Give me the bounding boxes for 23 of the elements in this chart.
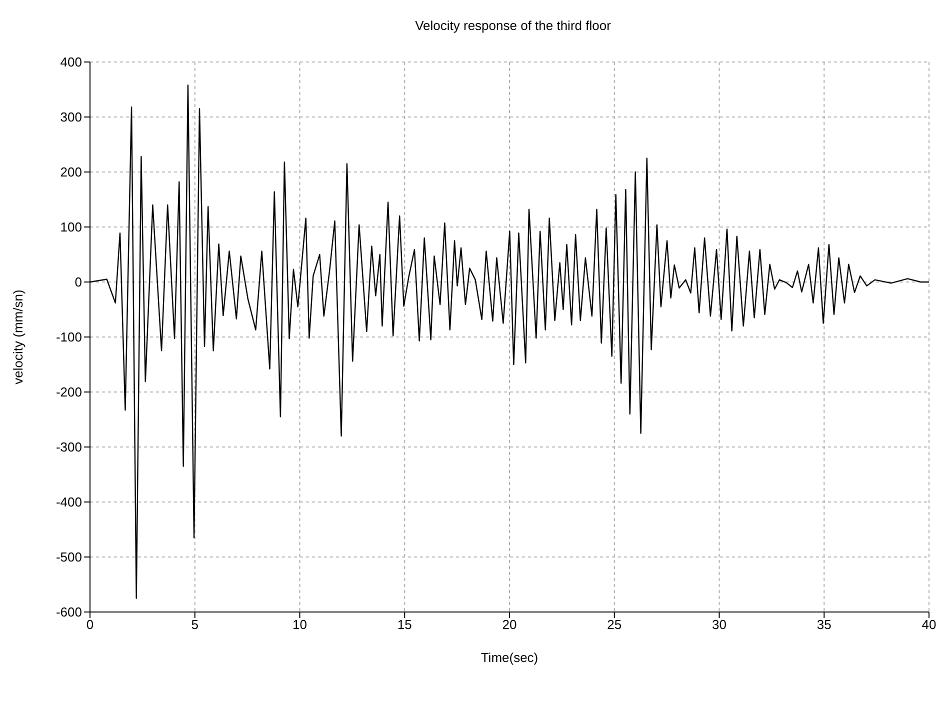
y-tick-label: 200 bbox=[60, 164, 82, 180]
x-tick-label: 15 bbox=[397, 617, 412, 632]
x-tick-label: 20 bbox=[502, 617, 517, 632]
x-tick-label: 10 bbox=[292, 617, 307, 632]
y-tick-label: 300 bbox=[60, 110, 82, 125]
y-tick-label: 0 bbox=[74, 274, 82, 290]
y-tick-label: -400 bbox=[56, 494, 82, 510]
x-axis-title: Time(sec) bbox=[480, 650, 538, 665]
y-tick-label: 400 bbox=[60, 54, 82, 70]
y-tick-label: 100 bbox=[60, 220, 82, 235]
x-tick-label: 0 bbox=[86, 617, 94, 632]
chart-title: Velocity response of the third floor bbox=[414, 18, 612, 33]
x-tick-label: 40 bbox=[922, 617, 936, 632]
x-tick-label: 25 bbox=[607, 617, 622, 632]
y-axis-title: velocity (mm/sn) bbox=[10, 290, 26, 384]
x-tick-label: 30 bbox=[712, 617, 726, 632]
y-tick-label: -500 bbox=[56, 550, 82, 565]
x-tick-label: 5 bbox=[191, 617, 198, 632]
x-tick-label: 35 bbox=[816, 617, 832, 632]
y-tick-label: -300 bbox=[56, 440, 82, 455]
y-tick-label: -600 bbox=[56, 604, 82, 620]
y-tick-label: -200 bbox=[56, 384, 82, 400]
y-tick-label: -100 bbox=[56, 330, 82, 345]
